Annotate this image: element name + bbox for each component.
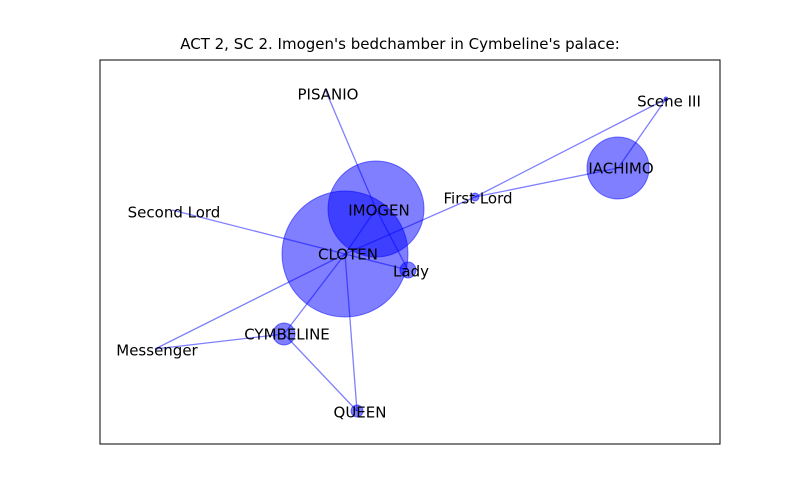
edge-scene-iii-first-lord xyxy=(474,98,667,198)
label-layer: PISANIO Scene III IACHIMO First Lord IMOGEN S… xyxy=(116,86,701,422)
edge-cymbeline-queen xyxy=(283,333,358,412)
node-label-cymbeline: CYMBELINE xyxy=(244,326,330,344)
node-first-lord[interactable] xyxy=(470,192,480,202)
node-label-pisanio: PISANIO xyxy=(298,86,359,104)
node-layer xyxy=(272,96,669,418)
node-label-cloten: CLOTEN xyxy=(318,246,378,264)
node-label-imogen: IMOGEN xyxy=(348,202,410,220)
node-label-scene-iii: Scene III xyxy=(637,93,701,111)
node-cymbeline[interactable] xyxy=(272,322,296,346)
node-lady[interactable] xyxy=(399,261,417,279)
node-iachimo[interactable] xyxy=(586,136,650,200)
node-scene-iii[interactable] xyxy=(663,96,669,102)
node-label-first-lord: First Lord xyxy=(443,190,512,208)
node-cloten[interactable] xyxy=(281,190,409,318)
edge-layer xyxy=(154,88,667,412)
node-label-messenger: Messenger xyxy=(116,342,198,360)
plot-frame xyxy=(99,59,721,445)
node-label-second-lord: Second Lord xyxy=(128,204,221,222)
edge-cymbeline-messenger xyxy=(154,333,285,350)
node-label-lady: Lady xyxy=(393,263,429,281)
node-label-iachimo: IACHIMO xyxy=(588,160,653,178)
node-label-queen: QUEEN xyxy=(334,404,387,422)
diagram-title: ACT 2, SC 2. Imogen's bedchamber in Cymb… xyxy=(180,35,620,53)
node-queen[interactable] xyxy=(350,404,364,418)
